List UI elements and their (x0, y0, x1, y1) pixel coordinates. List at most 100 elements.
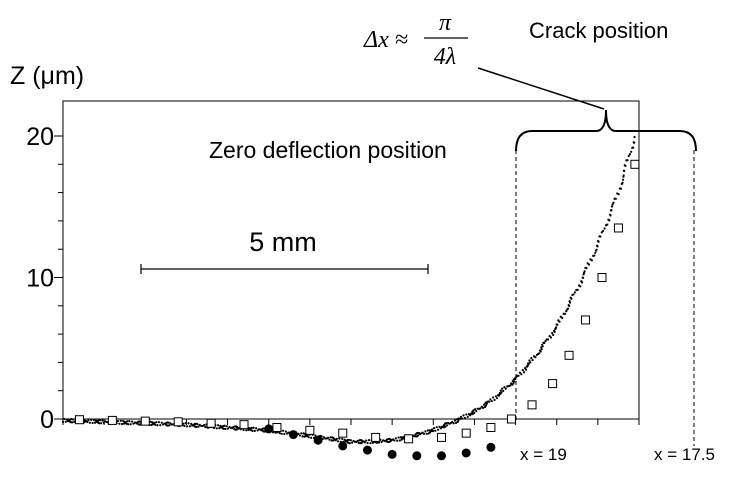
trace-point (517, 374, 520, 377)
trace-point (549, 336, 553, 339)
square-point (338, 428, 348, 438)
zero-deflection-label: Zero deflection position (209, 137, 447, 163)
square-point (486, 422, 496, 432)
trace-point (503, 386, 506, 389)
trace-point (633, 135, 636, 139)
circle-point (461, 448, 471, 458)
trace-point (92, 418, 96, 422)
trace-point (222, 427, 225, 430)
trace-point (444, 425, 447, 428)
trace-point (356, 439, 359, 442)
trace-point (514, 377, 517, 381)
trace-point (255, 427, 258, 430)
square-point (630, 159, 640, 169)
trace-point (61, 420, 65, 424)
trace-point (495, 397, 499, 400)
trace-point (426, 429, 430, 432)
trace-point (377, 441, 381, 444)
trace-point (512, 382, 515, 385)
square-point (506, 414, 516, 424)
trace-point (160, 421, 163, 424)
trace-point (627, 154, 630, 158)
trace-point (552, 333, 555, 337)
trace-point (99, 419, 102, 422)
trace-point (365, 439, 368, 442)
trace-point (168, 424, 171, 427)
square-point (404, 434, 414, 444)
trace-point (473, 411, 476, 414)
square-point (272, 422, 282, 432)
trace-point (488, 400, 491, 403)
trace-point (459, 417, 462, 420)
trace-point (617, 193, 620, 196)
trace-point (529, 361, 532, 364)
trace-point (224, 427, 227, 431)
trace-point (566, 307, 570, 310)
circle-point (338, 441, 348, 451)
trace-point (431, 430, 435, 433)
trace-point (251, 429, 254, 432)
trace-point (343, 438, 346, 441)
trace-point (482, 403, 486, 406)
trace-point (599, 235, 602, 238)
square-point (548, 379, 558, 389)
trace-point (253, 429, 256, 433)
trace-point (573, 291, 577, 294)
trace-point (624, 164, 627, 167)
series-filled-circle (264, 424, 496, 461)
trace-point (195, 425, 198, 429)
trace-point (167, 421, 170, 424)
trace-point (434, 429, 437, 432)
trace-point (570, 297, 573, 300)
trace-point (472, 409, 475, 412)
trace-point (101, 419, 104, 422)
trace-point (541, 345, 544, 348)
trace-point (298, 434, 302, 437)
trace-point (528, 359, 531, 362)
trace-point (215, 427, 218, 430)
trace-point (555, 326, 558, 329)
trace-point (202, 423, 206, 427)
trace-point (465, 413, 468, 416)
trace-point (119, 419, 122, 422)
trace-point (631, 146, 635, 149)
trace-point (593, 254, 596, 257)
circle-point (387, 449, 397, 459)
trace-point (367, 438, 371, 442)
trace-point (157, 421, 160, 424)
trace-point (417, 434, 420, 437)
circle-point (437, 451, 447, 461)
trace-point (217, 424, 220, 427)
trace-point (565, 310, 568, 313)
trace-point (538, 352, 541, 355)
trace-point (596, 245, 599, 248)
square-point (613, 223, 623, 233)
trace-point (70, 418, 73, 421)
trace-point (197, 425, 200, 428)
square-point (107, 415, 117, 425)
trace-point (494, 395, 497, 398)
crack-position-label: Crack position (529, 18, 668, 43)
trace-point (226, 427, 230, 430)
trace-point (530, 357, 533, 360)
trace-point (363, 441, 367, 444)
trace-point (116, 420, 120, 423)
trace-point (437, 428, 440, 431)
y-axis-ticks: 0 10 20 (26, 123, 63, 434)
trace-point (568, 301, 572, 304)
trace-point (463, 416, 467, 420)
trace-point (347, 438, 351, 442)
trace-point (187, 422, 190, 425)
trace-point (609, 214, 612, 217)
trace-point (489, 398, 492, 401)
trace-point (329, 436, 332, 439)
trace-point (341, 437, 344, 440)
series-open-square (74, 159, 640, 444)
trace-point (457, 419, 460, 422)
trace-point (556, 323, 559, 326)
trace-point (579, 285, 582, 288)
trace-point (576, 288, 579, 291)
trace-point (204, 425, 207, 429)
circle-point (288, 430, 298, 440)
square-point (564, 350, 574, 360)
